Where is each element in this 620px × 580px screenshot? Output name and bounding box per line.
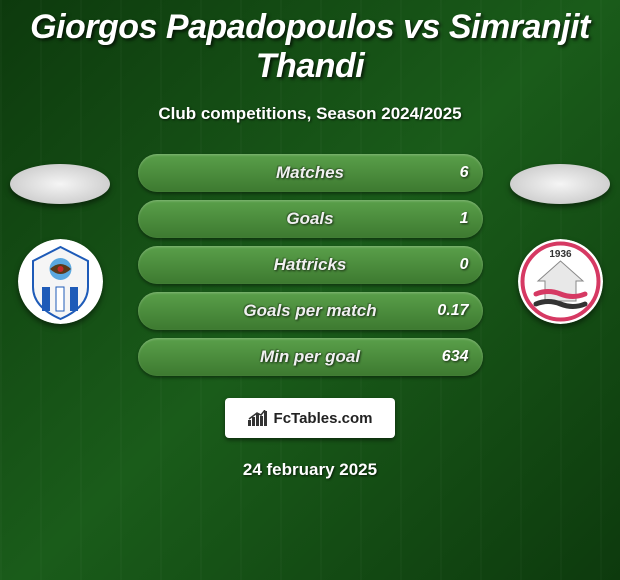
stat-label: Goals [286, 209, 333, 229]
stat-right-value: 0 [460, 256, 469, 274]
club-badge-right-icon: 1936 [518, 239, 603, 324]
stat-label: Matches [276, 163, 344, 183]
comparison-subtitle: Club competitions, Season 2024/2025 [0, 104, 620, 124]
player-right-club-badge: 1936 [518, 239, 603, 324]
stat-right-value: 0.17 [437, 302, 468, 320]
stat-label: Goals per match [243, 301, 376, 321]
player-left-column [0, 154, 120, 324]
brand-text: FcTables.com [274, 410, 373, 427]
comparison-content: 1936 Matches 6 Goals 1 Hattricks 0 Goals… [0, 154, 620, 480]
stat-row-goals: Goals 1 [138, 200, 483, 238]
player-right-column: 1936 [500, 154, 620, 324]
bar-chart-icon [248, 410, 268, 426]
player-right-avatar [510, 164, 610, 204]
player-left-avatar [10, 164, 110, 204]
stat-row-goals-per-match: Goals per match 0.17 [138, 292, 483, 330]
stat-row-matches: Matches 6 [138, 154, 483, 192]
stat-right-value: 634 [442, 348, 469, 366]
stat-label: Min per goal [260, 347, 360, 367]
snapshot-date: 24 february 2025 [10, 460, 610, 480]
stat-right-value: 1 [460, 210, 469, 228]
club-badge-left-icon [18, 239, 103, 324]
stat-right-value: 6 [460, 164, 469, 182]
comparison-title: Giorgos Papadopoulos vs Simranjit Thandi [0, 0, 620, 86]
player-left-club-badge [18, 239, 103, 324]
badge-year-text: 1936 [549, 249, 572, 260]
stats-list: Matches 6 Goals 1 Hattricks 0 Goals per … [138, 154, 483, 376]
brand-badge[interactable]: FcTables.com [225, 398, 395, 438]
stat-label: Hattricks [274, 255, 347, 275]
stat-row-hattricks: Hattricks 0 [138, 246, 483, 284]
stat-row-min-per-goal: Min per goal 634 [138, 338, 483, 376]
